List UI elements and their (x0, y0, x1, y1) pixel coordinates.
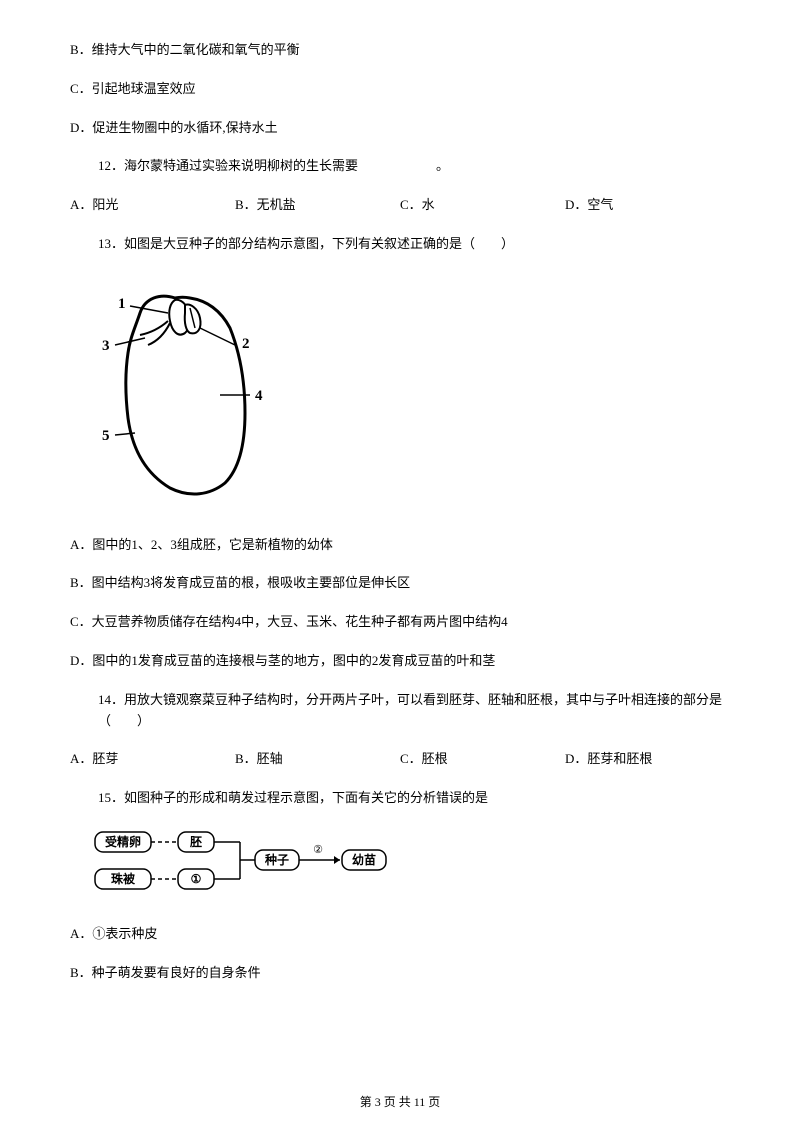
seed-label-2: 2 (242, 336, 250, 352)
q13-stem: 13．如图是大豆种子的部分结构示意图，下列有关叙述正确的是（ ） (70, 234, 730, 255)
q14-option-d: D．胚芽和胚根 (565, 749, 730, 770)
q12-options: A．阳光 B．无机盐 C．水 D．空气 (70, 195, 730, 216)
q12-option-d: D．空气 (565, 195, 730, 216)
q15-flow-diagram: 受精卵 胚 珠被 ① 种子 ② 幼苗 (90, 827, 730, 904)
q12-option-b: B．无机盐 (235, 195, 400, 216)
seed-label-3: 3 (102, 338, 110, 354)
flow-box-4: ① (191, 872, 202, 886)
q13-option-d: D．图中的1发育成豆苗的连接根与茎的地方，图中的2发育成豆苗的叶和茎 (70, 651, 730, 672)
q13-seed-diagram: 1 2 3 4 5 (90, 273, 730, 510)
flow-label-2: ② (313, 844, 323, 856)
q14-option-b: B．胚轴 (235, 749, 400, 770)
q12-option-a: A．阳光 (70, 195, 235, 216)
flow-box-6: 幼苗 (352, 852, 376, 867)
seed-label-1: 1 (118, 296, 126, 312)
q12-stem: 12．海尔蒙特通过实验来说明柳树的生长需要 。 (70, 156, 730, 177)
q11-option-d: D．促进生物圈中的水循环,保持水土 (70, 118, 730, 139)
q13-option-c: C．大豆营养物质储存在结构4中，大豆、玉米、花生种子都有两片图中结构4 (70, 612, 730, 633)
flow-box-1: 受精卵 (105, 834, 141, 849)
q14-options: A．胚芽 B．胚轴 C．胚根 D．胚芽和胚根 (70, 749, 730, 770)
q11-option-c: C．引起地球温室效应 (70, 79, 730, 100)
seed-label-4: 4 (255, 388, 263, 404)
q11-option-b: B．维持大气中的二氧化碳和氧气的平衡 (70, 40, 730, 61)
q15-stem: 15．如图种子的形成和萌发过程示意图，下面有关它的分析错误的是 (70, 788, 730, 809)
q14-option-c: C．胚根 (400, 749, 565, 770)
q13-option-b: B．图中结构3将发育成豆苗的根，根吸收主要部位是伸长区 (70, 573, 730, 594)
q13-option-a: A．图中的1、2、3组成胚，它是新植物的幼体 (70, 535, 730, 556)
page-footer: 第 3 页 共 11 页 (0, 1093, 800, 1112)
q15-option-a: A．①表示种皮 (70, 924, 730, 945)
q12-option-c: C．水 (400, 195, 565, 216)
seed-label-5: 5 (102, 428, 110, 444)
flow-box-2: 胚 (190, 834, 202, 849)
flow-box-5: 种子 (264, 852, 289, 867)
q14-stem: 14．用放大镜观察菜豆种子结构时，分开两片子叶，可以看到胚芽、胚轴和胚根，其中与… (70, 690, 730, 732)
q14-option-a: A．胚芽 (70, 749, 235, 770)
q15-option-b: B．种子萌发要有良好的自身条件 (70, 963, 730, 984)
flow-box-3: 珠被 (111, 871, 136, 886)
